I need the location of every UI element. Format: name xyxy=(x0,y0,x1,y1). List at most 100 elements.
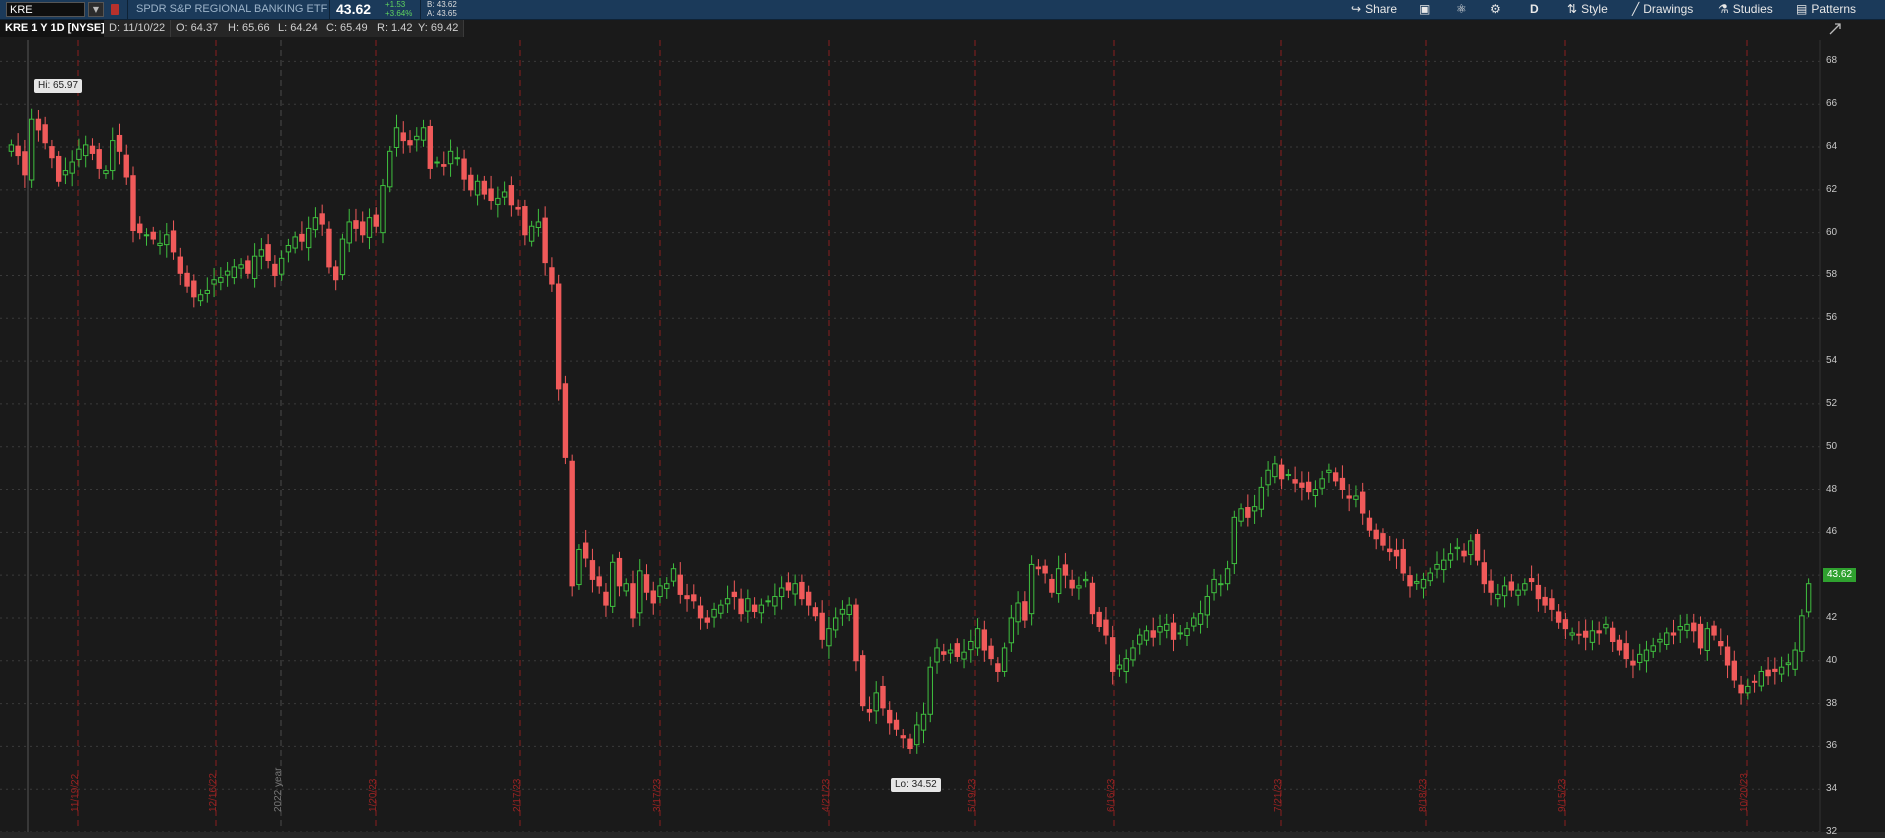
snapshot-button[interactable]: ▣ xyxy=(1419,0,1434,19)
candle-down xyxy=(1609,627,1616,642)
candle-down xyxy=(116,134,123,152)
candle-down xyxy=(272,263,278,276)
candle-down xyxy=(941,651,947,655)
candle-down xyxy=(1387,548,1393,553)
symbol-dropdown-button[interactable]: ▼ xyxy=(88,2,104,17)
candle-up xyxy=(1326,469,1332,473)
studies-button[interactable]: ⚗ Studies xyxy=(1718,0,1773,19)
candle-up xyxy=(1285,474,1292,477)
date-marker-label: 11/19/22 xyxy=(70,773,81,812)
date-marker-label: 5/19/23 xyxy=(967,778,978,812)
date-marker-label: 12/16/22 xyxy=(208,773,219,812)
candle-down xyxy=(988,645,994,660)
candle-up xyxy=(238,264,244,269)
candle-down xyxy=(1305,481,1312,493)
candle-down xyxy=(150,231,156,240)
candle-up xyxy=(197,294,204,302)
candle-down xyxy=(1731,660,1737,681)
candle-down xyxy=(488,188,494,202)
style-label: Style xyxy=(1581,2,1608,16)
candle-down xyxy=(1292,479,1298,484)
candle-up xyxy=(657,585,663,598)
divider xyxy=(329,0,330,19)
flag-icon[interactable] xyxy=(111,4,119,15)
candle-up xyxy=(346,221,352,244)
candle-up xyxy=(218,277,224,283)
y-tick-label: 54 xyxy=(1826,355,1838,367)
candle-down xyxy=(907,738,913,750)
style-button[interactable]: ⇅ Style xyxy=(1567,0,1608,19)
date-marker-label: 2/17/23 xyxy=(512,778,523,812)
info-y: Y: 69.42 xyxy=(413,20,465,37)
candle-up xyxy=(1589,630,1596,643)
candle-up xyxy=(1028,563,1035,615)
candle-up xyxy=(1312,489,1319,497)
change-percent: +3.64% xyxy=(385,9,413,18)
candle-down xyxy=(1278,464,1285,480)
candle-up xyxy=(1569,632,1575,636)
candle-up xyxy=(1319,478,1325,489)
info-date: D: 11/10/22 xyxy=(104,20,172,37)
y-tick-label: 52 xyxy=(1826,397,1838,409)
candle-down xyxy=(42,124,48,144)
candle-up xyxy=(1076,585,1082,589)
patterns-button[interactable]: ▤ Patterns xyxy=(1796,0,1856,19)
candle-up xyxy=(1130,647,1136,661)
candle-up xyxy=(623,583,629,592)
candle-up xyxy=(387,150,393,188)
candle-down xyxy=(1393,549,1400,557)
share-button[interactable]: ↪ Share xyxy=(1351,0,1397,19)
last-price: 43.62 xyxy=(336,1,372,17)
candle-down xyxy=(1049,578,1055,593)
candle-down xyxy=(697,605,704,619)
candle-up xyxy=(1116,664,1123,670)
period-button[interactable]: D xyxy=(1530,0,1539,19)
settings-button[interactable]: ⚙ xyxy=(1490,0,1505,19)
expand-icon[interactable] xyxy=(1828,22,1842,36)
candle-up xyxy=(231,266,238,279)
symbol-input[interactable]: KRE xyxy=(6,2,85,17)
candle-down xyxy=(1366,517,1373,531)
candle-up xyxy=(285,244,292,253)
candle-up xyxy=(1251,506,1258,512)
candle-up xyxy=(1643,649,1650,662)
y-tick-label: 50 xyxy=(1826,440,1838,452)
candle-down xyxy=(1110,637,1116,672)
drawings-button[interactable]: ╱ Drawings xyxy=(1632,0,1693,19)
candle-up xyxy=(366,217,373,238)
candle-down xyxy=(1582,630,1589,638)
candle-down xyxy=(853,604,859,662)
candle-down xyxy=(1069,579,1075,589)
candle-down xyxy=(1461,550,1467,557)
candle-up xyxy=(968,640,974,651)
candle-down xyxy=(704,617,710,623)
low-label: Lo: 34.52 xyxy=(891,778,941,792)
candle-up xyxy=(447,150,454,165)
candle-up xyxy=(251,255,258,279)
candle-up xyxy=(278,257,285,275)
date-marker-label: 9/15/23 xyxy=(1557,778,1568,812)
candle-down xyxy=(245,260,251,274)
candle-up xyxy=(1799,615,1805,652)
candle-down xyxy=(35,118,42,131)
candle-down xyxy=(1042,565,1048,574)
candle-up xyxy=(434,161,440,164)
candle-down xyxy=(650,590,656,604)
candle-down xyxy=(900,735,906,739)
candle-down xyxy=(805,591,812,606)
info-range: R: 1.42 xyxy=(372,20,419,37)
candle-down xyxy=(812,607,819,617)
candle-up xyxy=(292,236,298,249)
flask-button[interactable]: ⚛ xyxy=(1456,0,1471,19)
candle-up xyxy=(1677,626,1683,631)
candle-down xyxy=(1751,680,1758,683)
candle-down xyxy=(1346,495,1352,499)
candle-down xyxy=(1096,611,1102,628)
candle-down xyxy=(481,180,488,195)
candle-down xyxy=(1022,601,1028,621)
candle-up xyxy=(1218,583,1224,586)
candle-down xyxy=(299,233,305,242)
date-marker-label: 4/21/23 xyxy=(821,778,832,812)
bottom-pane-divider[interactable] xyxy=(0,832,1885,838)
